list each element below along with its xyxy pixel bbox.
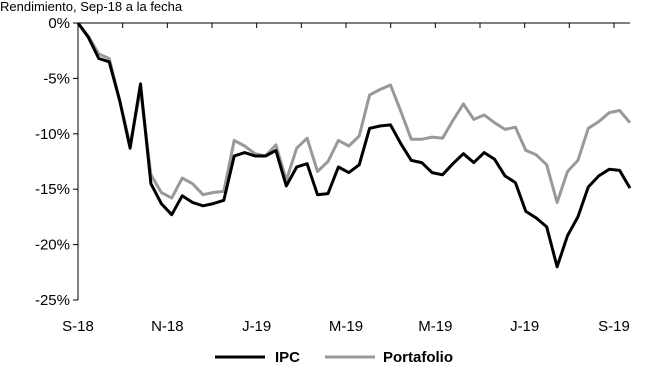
y-tick-label: -10%: [35, 126, 70, 143]
x-tick-label: S-19: [598, 318, 630, 335]
x-tick-label: J-19: [242, 318, 271, 335]
y-tick-label: -15%: [35, 181, 70, 198]
y-tick-label: -25%: [35, 292, 70, 309]
y-tick-label: -5%: [43, 70, 70, 87]
y-tick-label: -20%: [35, 237, 70, 254]
legend: IPC Portafolio: [215, 349, 453, 366]
x-tick-label: J-19: [510, 318, 539, 335]
legend-label-portafolio: Portafolio: [383, 349, 453, 366]
chart-subtitle: Rendimiento, Sep-18 a la fecha: [0, 0, 183, 14]
y-ticks: 0% -5% -10% -15% -20% -25%: [35, 15, 78, 309]
x-ticks: S-18 N-18 J-19 M-19 M-19 J-19 S-19: [62, 23, 630, 335]
series-lines: [76, 22, 632, 269]
x-tick-label: S-18: [62, 318, 94, 335]
series-line-ipc: [76, 22, 632, 269]
x-tick-label: M-19: [329, 318, 363, 335]
series-line-portafolio: [76, 22, 632, 204]
axes: [77, 22, 630, 300]
x-tick-label: M-19: [418, 318, 452, 335]
legend-label-ipc: IPC: [275, 349, 300, 366]
x-tick-label: N-18: [151, 318, 184, 335]
y-tick-label: 0%: [48, 15, 70, 32]
